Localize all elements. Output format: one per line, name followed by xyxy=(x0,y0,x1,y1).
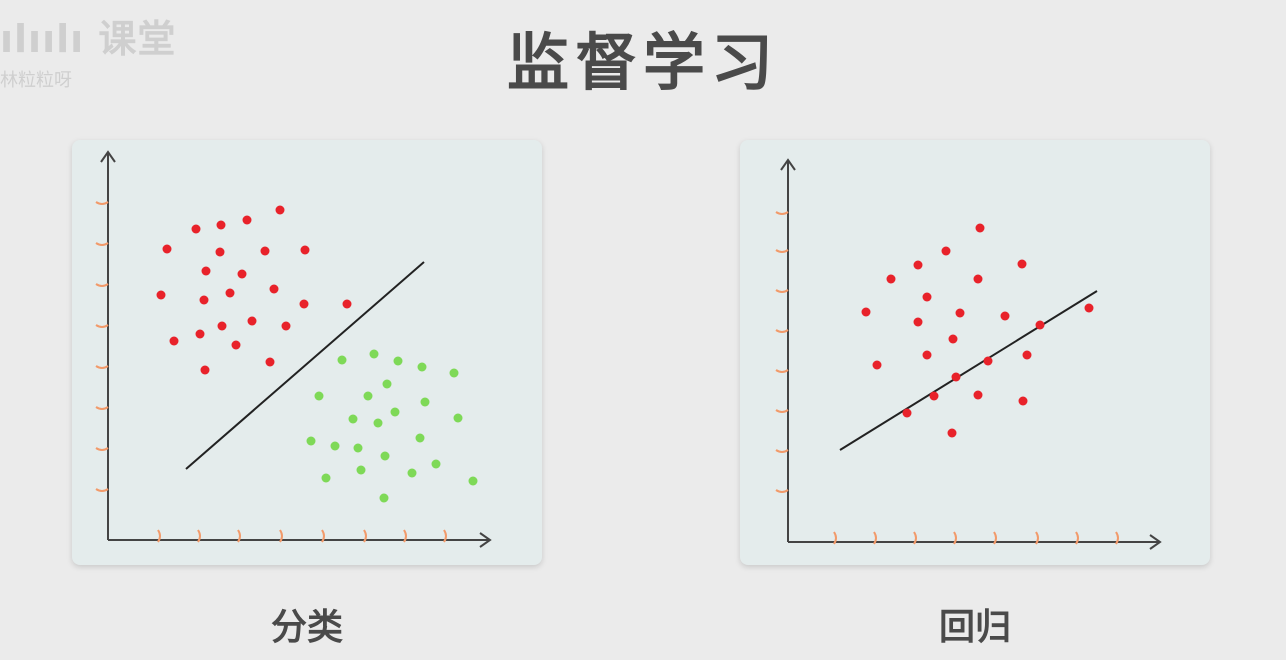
regression-ticks xyxy=(775,211,1119,545)
classification-plot xyxy=(95,150,492,548)
regression-label: 回归 xyxy=(938,607,1011,648)
page-title: 监督学习 xyxy=(506,26,779,99)
y-axis-arrow xyxy=(100,150,116,163)
y-axis-arrow xyxy=(780,158,796,171)
x-axis-arrow xyxy=(1149,534,1162,550)
classification-panel xyxy=(72,140,542,565)
regression-plot xyxy=(775,158,1162,550)
class-a-points xyxy=(156,205,352,375)
classification-label: 分类 xyxy=(270,607,343,648)
bilibili-logo-text: ılıılı 课堂 xyxy=(0,17,177,61)
data-points xyxy=(861,223,1094,438)
regression-axes xyxy=(780,158,1162,550)
x-axis-arrow xyxy=(479,532,492,548)
bilibili-classroom-watermark: ılıılı 课堂 林粒粒呀 xyxy=(0,0,200,100)
uploader-name: 林粒粒呀 xyxy=(0,70,72,91)
classification-axes xyxy=(100,150,492,548)
regression-line xyxy=(839,290,1098,451)
decision-boundary-line xyxy=(185,261,425,470)
class-b-points xyxy=(306,349,478,503)
regression-panel xyxy=(740,140,1210,565)
classification-ticks xyxy=(95,201,447,543)
